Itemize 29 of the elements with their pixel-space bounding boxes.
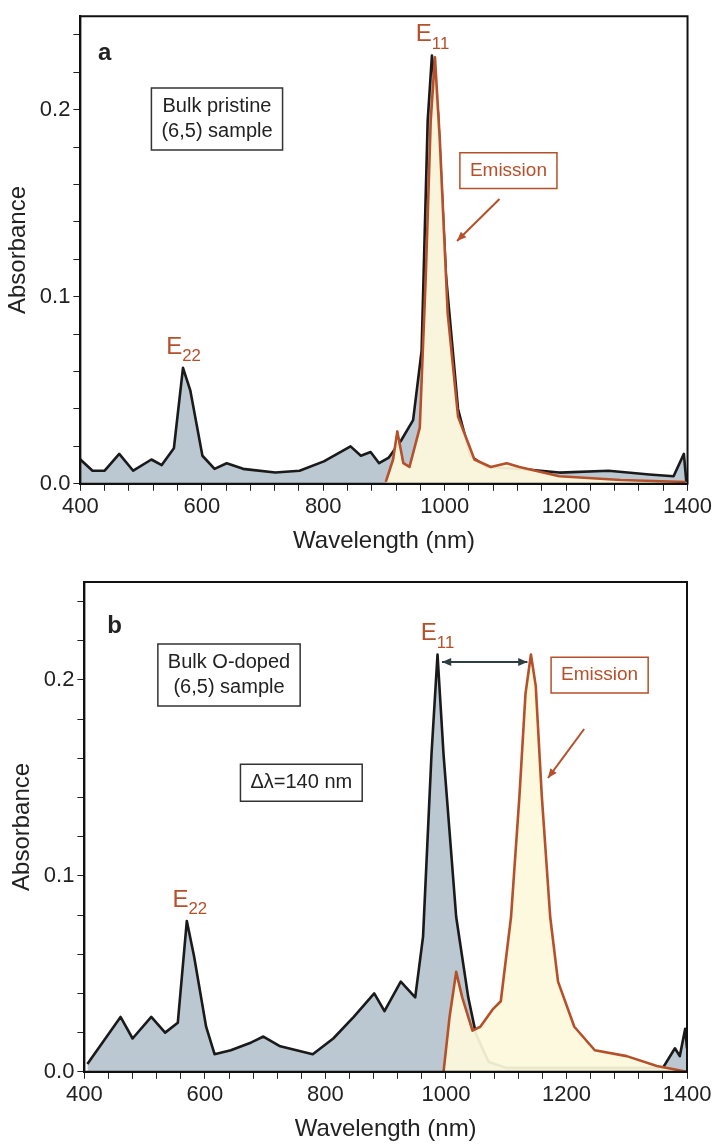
x-tick-label: 1200 (542, 1081, 591, 1107)
x-tick-label: 600 (183, 493, 221, 519)
x-tick-label: 1000 (421, 1081, 471, 1107)
annotation: Bulk O-doped (6,5) sample (167, 650, 291, 698)
annotation: Δλ=140 nm (250, 770, 353, 793)
y-tick-label: 0.1 (39, 282, 71, 308)
x-tick-label: 800 (304, 493, 342, 519)
x-tick-label: 1200 (541, 493, 591, 519)
x-tick-label: 400 (66, 1081, 103, 1107)
x-axis-title: Wavelength (nm) (294, 1114, 477, 1142)
x-tick-label: 600 (186, 1081, 224, 1107)
series-label: Emission (561, 663, 639, 685)
y-tick-label: 0.2 (39, 95, 71, 121)
annotation: Bulk pristine (6,5) sample (161, 94, 273, 142)
x-tick-label: 400 (62, 493, 99, 519)
annotation: a (97, 38, 112, 66)
x-axis-title: Wavelength (nm) (293, 526, 475, 554)
x-tick-label: 1400 (663, 493, 713, 519)
x-tick-label: 1000 (420, 493, 470, 519)
series-label: Emission (469, 158, 547, 180)
y-tick-label: 0.2 (43, 666, 75, 692)
x-tick-label: 800 (307, 1081, 344, 1107)
annotation: b (107, 610, 122, 638)
y-axis-title: Absorbance (7, 762, 35, 891)
x-tick-label: 1400 (662, 1081, 712, 1107)
y-tick-label: 0.0 (39, 469, 71, 495)
y-tick-label: 0.1 (43, 861, 75, 887)
y-tick-label: 0.0 (43, 1057, 75, 1083)
y-axis-title: Absorbance (3, 185, 31, 315)
